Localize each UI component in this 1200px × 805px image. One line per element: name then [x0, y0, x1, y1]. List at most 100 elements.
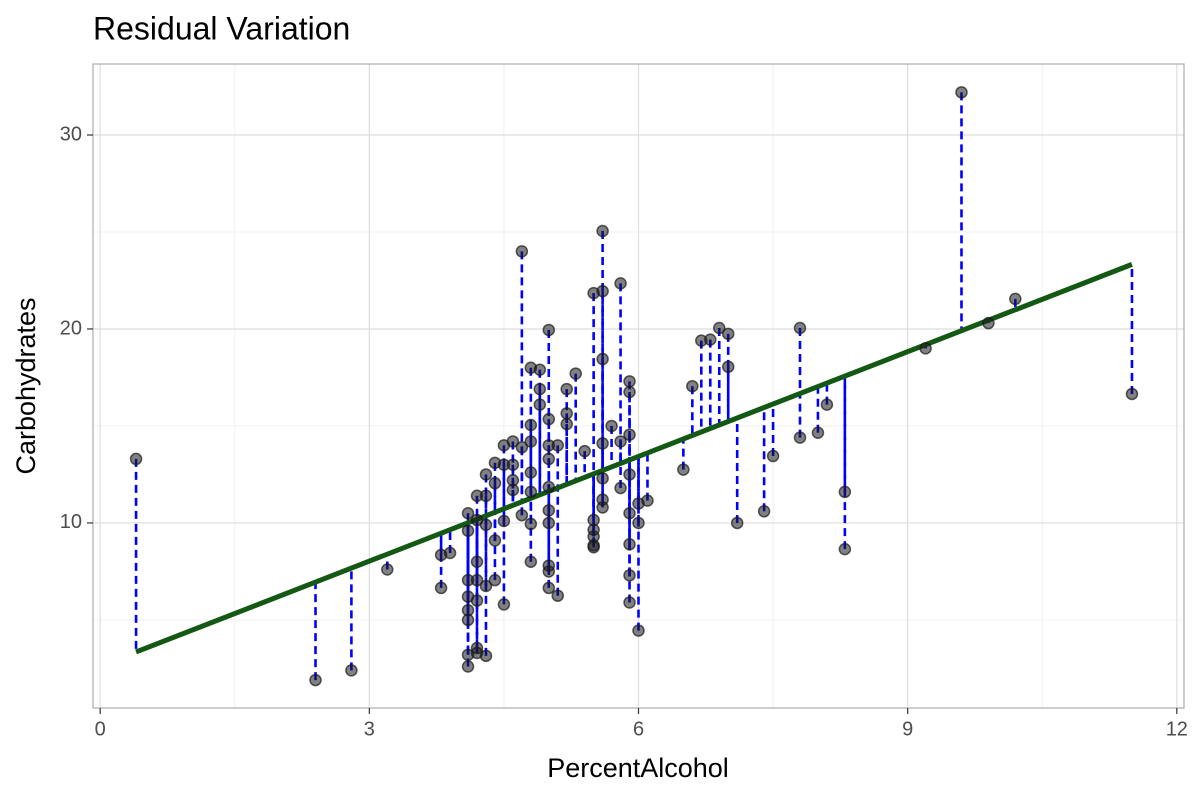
point: [524, 485, 538, 499]
point: [596, 472, 609, 485]
point: [470, 573, 484, 587]
point: [560, 407, 573, 420]
point: [838, 485, 852, 499]
y-tick-label: 10: [60, 511, 82, 533]
point: [542, 412, 556, 426]
point: [623, 385, 636, 399]
point: [757, 505, 771, 518]
point: [515, 441, 529, 454]
point: [811, 426, 825, 439]
point: [497, 514, 511, 528]
point: [632, 624, 645, 637]
point: [542, 323, 556, 337]
point: [309, 673, 322, 687]
point: [434, 581, 448, 595]
y-axis-label: Carbohydrates: [11, 297, 41, 474]
point: [614, 277, 627, 290]
point: [623, 506, 636, 520]
point: [730, 516, 744, 530]
point: [443, 546, 457, 560]
y-tick-label: 30: [60, 123, 82, 145]
point: [533, 382, 547, 396]
point: [560, 382, 573, 396]
point: [488, 534, 502, 547]
point: [704, 333, 717, 346]
point: [596, 352, 609, 366]
regression-line: [135, 262, 1133, 655]
point: [542, 565, 556, 578]
point: [838, 542, 852, 556]
point: [596, 224, 609, 238]
point: [632, 516, 645, 530]
point: [524, 466, 538, 479]
point: [766, 449, 780, 463]
point: [596, 501, 609, 514]
point: [479, 649, 493, 663]
point: [461, 524, 475, 537]
point: [955, 86, 968, 99]
point: [721, 327, 735, 341]
point: [461, 613, 475, 627]
point: [551, 589, 565, 602]
point: [515, 245, 529, 258]
point: [515, 508, 529, 522]
point: [542, 516, 556, 530]
point: [686, 379, 699, 393]
x-tick-label: 12: [1166, 718, 1188, 740]
point: [793, 431, 807, 444]
x-tick-label: 6: [633, 718, 644, 740]
point: [623, 538, 636, 551]
point: [982, 316, 995, 330]
point: [542, 480, 556, 494]
point: [470, 555, 484, 568]
point: [461, 660, 475, 673]
point: [1125, 387, 1139, 401]
point: [551, 439, 565, 452]
point: [578, 444, 591, 458]
point: [623, 596, 636, 609]
point: [479, 468, 493, 481]
point: [596, 284, 609, 298]
point: [524, 517, 538, 531]
point: [524, 418, 538, 432]
chart-title: Residual Variation: [93, 10, 350, 46]
point: [506, 458, 520, 472]
point: [479, 489, 493, 503]
point: [569, 367, 582, 380]
point: [605, 419, 618, 433]
point: [560, 417, 573, 431]
point: [129, 452, 143, 466]
point: [479, 579, 493, 593]
point: [542, 504, 556, 517]
point: [506, 435, 520, 448]
point: [533, 363, 547, 376]
point: [461, 506, 475, 520]
point: [712, 321, 726, 335]
point: [793, 321, 807, 335]
point: [623, 468, 636, 481]
point: [542, 581, 556, 595]
point: [470, 641, 484, 655]
point: [820, 398, 834, 411]
point: [587, 540, 600, 554]
point: [614, 481, 627, 495]
point: [721, 360, 735, 374]
point: [497, 598, 511, 611]
y-tick-label: 20: [60, 317, 82, 339]
point: [488, 476, 502, 490]
point: [623, 428, 636, 441]
point: [542, 452, 556, 466]
point: [345, 664, 358, 677]
point: [623, 375, 636, 388]
point: [641, 494, 654, 507]
point: [524, 555, 538, 568]
x-tick-label: 0: [95, 718, 106, 740]
point: [614, 435, 627, 448]
point: [470, 594, 484, 607]
point: [623, 569, 636, 582]
point: [919, 342, 932, 355]
point: [1009, 292, 1022, 306]
point: [596, 437, 609, 450]
